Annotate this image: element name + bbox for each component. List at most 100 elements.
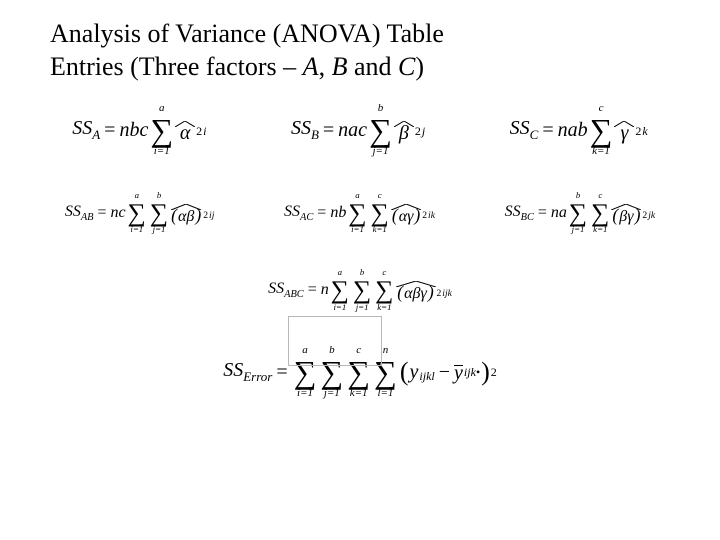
hat-gamma: γ (614, 121, 634, 139)
sum-bot: l=1 (377, 388, 393, 399)
lhs-ssab: SSAB (65, 203, 94, 223)
lparen: ( (397, 282, 403, 302)
sup-2: 2 (196, 124, 202, 139)
equals-icon: = (104, 119, 115, 142)
sub-k: k (642, 124, 647, 139)
sum-bot: j=1 (372, 146, 388, 157)
sigma-icon: ∑ (320, 356, 343, 388)
title-sep-1: , (319, 52, 332, 81)
term-alpha: α 2i (175, 121, 206, 139)
sum-i: a∑i=1 (331, 268, 349, 311)
sum-bot: k=1 (377, 303, 391, 312)
formula-ssc: SSC = nab c∑k=1 γ 2k (510, 103, 648, 157)
term-abg: (αβγ) 2ijk (396, 281, 452, 299)
row-two-way: SSAB = nc a∑i=1 b∑j=1 (αβ) 2ij SSAC = nb… (30, 191, 690, 234)
y-symbol: y (410, 361, 419, 384)
factor-a: A (303, 52, 319, 81)
equals-icon: = (317, 204, 326, 222)
term-ag: (αγ) 2ik (391, 204, 435, 222)
sigma-icon: ∑ (375, 277, 393, 303)
formula-sserror: SSError = a∑i=1 b∑j=1 c∑k=1 n∑l=1 ( yijk… (223, 345, 497, 399)
equals-icon: = (98, 204, 107, 222)
bg-symbol: βγ (619, 208, 633, 225)
term-bg: (βγ) 2jk (611, 204, 655, 222)
term-gamma: γ 2k (614, 121, 647, 139)
minus-icon: − (439, 361, 450, 384)
abg-body: (αβγ) (396, 287, 434, 299)
sigma-icon: ∑ (591, 200, 609, 226)
ss-label: SS (72, 117, 92, 139)
sum-k: c∑k=1 (375, 268, 393, 311)
term-ybar: y ijk• (454, 365, 480, 380)
sup-2: 2 (415, 124, 421, 139)
sum-bot: i=1 (297, 388, 313, 399)
sum-bot: j=1 (324, 388, 340, 399)
sum-bot: k=1 (593, 225, 607, 234)
coeff-nbc: nbc (119, 119, 148, 142)
lparen: ( (171, 205, 177, 225)
coeff-nab: nab (558, 119, 588, 142)
bg-body: (βγ) (611, 210, 641, 222)
sum-bot: i=1 (130, 225, 143, 234)
slide: Analysis of Variance (ANOVA) Table Entri… (0, 0, 720, 540)
hat-bg: (βγ) (611, 204, 641, 222)
lhs-sserr: SSError (223, 359, 272, 385)
sum-l: n∑l=1 (374, 345, 397, 399)
sub-ac: AC (300, 212, 313, 223)
ss-label: SS (223, 359, 243, 381)
title-line-2-pre: Entries (Three factors – (50, 52, 303, 81)
ag-symbol: αγ (399, 208, 414, 225)
sub-a: A (92, 127, 100, 142)
title-sep-2: and (347, 52, 398, 81)
sum-k-c: c∑k=1 (590, 103, 613, 157)
ss-label: SS (65, 203, 81, 220)
equals-icon: = (323, 119, 334, 142)
sub-b: B (311, 127, 319, 142)
sum-bot: j=1 (356, 303, 369, 312)
gamma-symbol: γ (620, 127, 628, 139)
ag-body: (αγ) (391, 210, 421, 222)
sigma-icon: ∑ (569, 200, 587, 226)
sum-j: b∑j=1 (320, 345, 343, 399)
formula-ssbc: SSBC = na b∑j=1 c∑k=1 (βγ) 2jk (505, 191, 656, 234)
rparen-big: ) (481, 357, 490, 387)
sub-ijkl: ijkl (419, 369, 434, 384)
row-three-way: SSABC = n a∑i=1 b∑j=1 c∑k=1 (αβγ) 2ijk (30, 268, 690, 311)
rparen: ) (195, 205, 201, 225)
lhs-ssb: SSB (291, 117, 319, 143)
sub-c: C (530, 127, 539, 142)
coeff-na: na (551, 204, 567, 222)
sub-bc: BC (521, 212, 534, 223)
ss-label: SS (268, 280, 284, 297)
sigma-icon: ∑ (374, 356, 397, 388)
lparen: ( (612, 205, 618, 225)
sum-i-a: a∑i=1 (150, 103, 173, 157)
sigma-icon: ∑ (331, 277, 349, 303)
term-ab: (αβ) 2ij (170, 204, 214, 222)
row-main-effects: SSA = nbc a∑i=1 α 2i SSB = nac b∑j=1 β 2… (30, 103, 690, 157)
factor-c: C (398, 52, 415, 81)
ss-label: SS (291, 117, 311, 139)
rparen: ) (428, 282, 434, 302)
equals-icon: = (538, 204, 547, 222)
lhs-ssbc: SSBC (505, 203, 534, 223)
formula-ssa: SSA = nbc a∑i=1 α 2i (72, 103, 206, 157)
sub-ik: ik (428, 210, 435, 221)
rparen: ) (635, 205, 641, 225)
ss-label: SS (510, 117, 530, 139)
sum-j: b∑j=1 (569, 191, 587, 234)
sup-2: 2 (635, 124, 641, 139)
dot-icon: • (476, 365, 480, 379)
factor-b: B (332, 52, 348, 81)
hat-ab: (αβ) (170, 204, 202, 222)
formula-ssab: SSAB = nc a∑i=1 b∑j=1 (αβ) 2ij (65, 191, 215, 234)
sigma-icon: ∑ (371, 200, 389, 226)
beta-symbol: β (399, 127, 409, 139)
sub-error: Error (243, 369, 272, 384)
sum-bot: j=1 (153, 225, 166, 234)
sum-k: c∑k=1 (591, 191, 609, 234)
row-error: SSError = a∑i=1 b∑j=1 c∑k=1 n∑l=1 ( yijk… (30, 345, 690, 399)
abg-symbol: αβγ (404, 285, 427, 302)
equals-icon: = (308, 281, 317, 299)
sum-i: a∑i=1 (294, 345, 317, 399)
